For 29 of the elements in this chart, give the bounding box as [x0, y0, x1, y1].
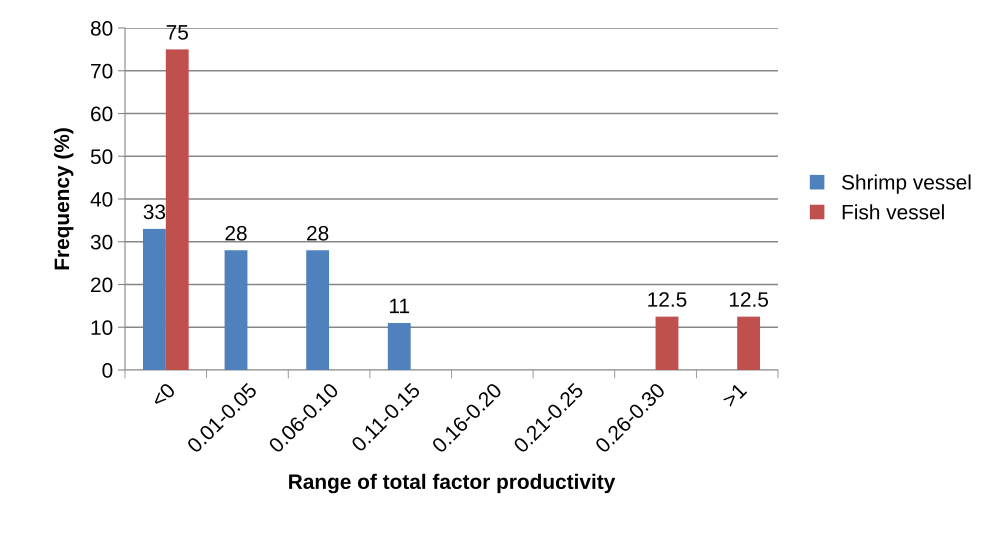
x-tick-label: >1 [722, 382, 748, 408]
bar [656, 316, 678, 370]
bar [224, 250, 248, 370]
data-label: 28 [225, 226, 247, 241]
data-label: 33 [144, 204, 166, 220]
y-tick-label: 80 [90, 21, 112, 36]
y-tick-label: 10 [92, 320, 112, 336]
x-tick-label: <0 [150, 382, 176, 408]
x-axis-title: Range of total factor productivity [289, 474, 616, 494]
bar [166, 49, 189, 370]
y-tick-label: 20 [91, 278, 112, 292]
bar [737, 316, 760, 370]
y-tick-label: 30 [90, 234, 112, 250]
y-tick-label: 70 [91, 64, 112, 79]
data-label: 12.5 [648, 292, 686, 307]
data-label: 28 [307, 226, 328, 241]
data-label: 12.5 [730, 292, 768, 307]
bar [388, 322, 411, 370]
data-label: 75 [166, 25, 188, 40]
y-axis-title: Frequency (%) [54, 128, 74, 270]
y-tick-label: 0 [102, 363, 112, 378]
y-tick-label: 60 [91, 106, 112, 122]
bar [306, 250, 330, 370]
y-tick-label: 40 [90, 192, 112, 207]
legend-label: Fish vessel [842, 204, 944, 220]
bar [142, 228, 166, 370]
legend-label: Shrimp vessel [842, 174, 970, 194]
y-tick-label: 50 [90, 149, 112, 164]
data-label: 11 [390, 298, 410, 314]
